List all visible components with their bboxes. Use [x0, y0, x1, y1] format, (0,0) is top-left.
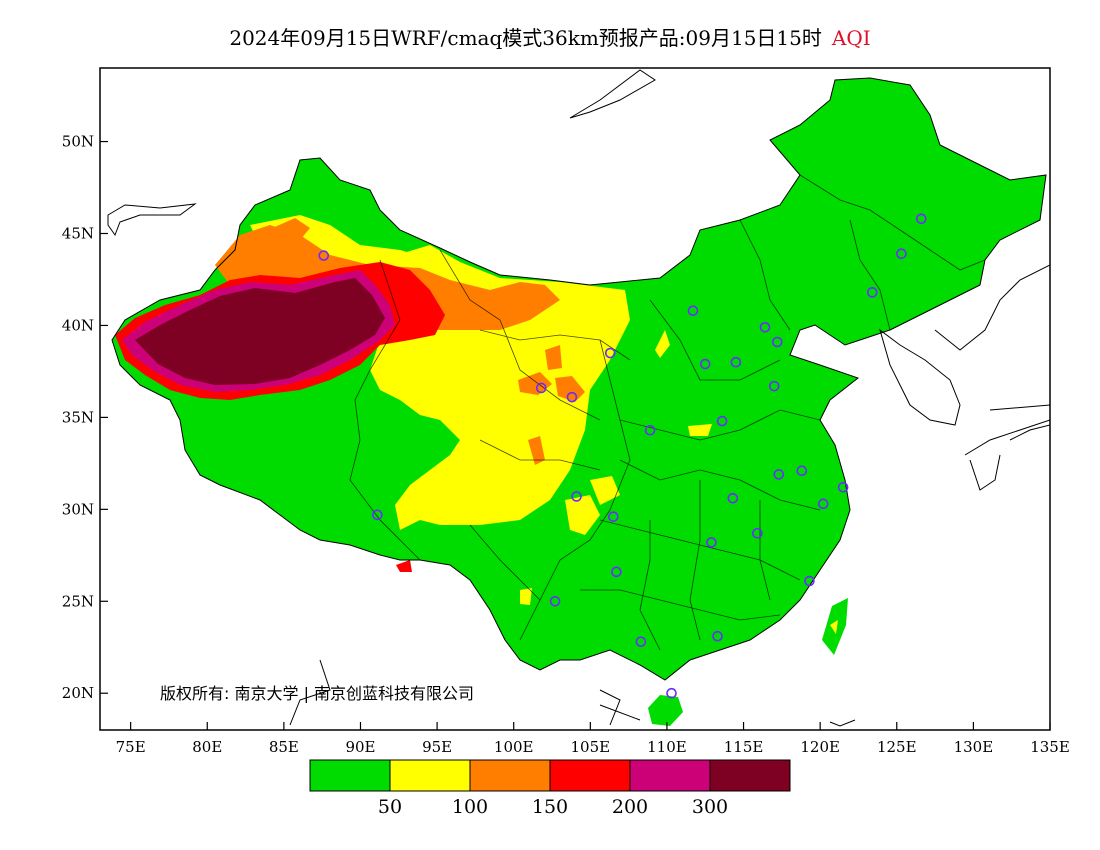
station-markers — [318, 213, 927, 699]
region-moderate-henan — [688, 424, 712, 436]
station-marker — [666, 687, 677, 699]
lon-tick-label: 105E — [571, 738, 611, 756]
region-unhealthy-tibet — [396, 560, 412, 572]
region-sensitive-shaanxi — [545, 345, 562, 370]
station-marker — [915, 213, 927, 225]
lon-tick-label: 125E — [877, 738, 917, 756]
lon-tick-label: 100E — [494, 738, 534, 756]
station-marker — [712, 630, 723, 642]
neighbor-coastlines — [107, 69, 1050, 727]
colorbar-label: 150 — [532, 796, 568, 818]
station-marker — [804, 575, 815, 587]
region-sensitive-ningxia — [555, 376, 585, 402]
colorbar-segment — [629, 759, 711, 792]
colorbar-segment — [309, 759, 391, 792]
station-marker — [535, 382, 547, 394]
region-moderate-yunnan — [520, 588, 532, 605]
station-marker — [571, 491, 582, 502]
station-marker — [687, 305, 699, 317]
station-marker — [768, 380, 780, 392]
colorbar-label: 100 — [452, 796, 488, 818]
station-marker — [706, 537, 717, 548]
station-marker — [752, 527, 763, 539]
station-marker — [699, 358, 711, 370]
hainan-island — [648, 695, 683, 726]
station-marker — [866, 287, 878, 298]
station-marker — [716, 415, 728, 427]
province-boundaries — [349, 174, 986, 651]
lat-tick-label: 25N — [62, 592, 94, 610]
station-marker — [773, 469, 785, 480]
map-frame — [99, 67, 1051, 731]
colorbar-segment — [469, 759, 551, 792]
region-moderate-sichuan — [565, 495, 600, 535]
lon-tick-label: 130E — [954, 738, 994, 756]
colorbar-segment — [389, 759, 471, 792]
station-marker — [771, 336, 783, 348]
lat-tick-label: 30N — [62, 500, 94, 518]
aqi-colorbar: 50 100 150 200 300 — [309, 759, 791, 818]
lat-tick-label: 40N — [62, 316, 94, 334]
title-main: 2024年09月15日WRF/cmaq模式36km预报产品:09月15日15时 — [229, 26, 822, 50]
station-marker — [611, 566, 622, 578]
station-marker — [635, 636, 647, 648]
station-marker — [318, 250, 330, 261]
region-moderate-taiwan — [830, 620, 838, 634]
lon-tick-label: 80E — [192, 738, 222, 756]
lat-tick-label: 35N — [62, 408, 94, 426]
station-marker — [549, 595, 561, 607]
colorbar-segment — [709, 759, 791, 792]
colorbar-label: 300 — [692, 796, 728, 818]
colorbar-label: 50 — [378, 796, 402, 818]
station-marker — [759, 321, 771, 333]
lon-tick-label: 75E — [116, 738, 146, 756]
region-moderate-chongqing — [590, 476, 620, 505]
region-sensitive-xinjiang-n — [268, 218, 310, 242]
lon-tick-label: 135E — [1030, 738, 1070, 756]
station-marker — [727, 492, 739, 504]
region-moderate-shanxi — [655, 330, 670, 358]
lon-tick-label: 90E — [345, 738, 375, 756]
station-marker — [608, 511, 619, 522]
lon-tick-label: 95E — [422, 738, 452, 756]
copyright-notice: 版权所有: 南京大学 | 南京创蓝科技有限公司 — [160, 684, 475, 703]
lon-tick-label: 120E — [800, 738, 840, 756]
station-marker — [896, 248, 907, 260]
china-border — [111, 77, 1047, 681]
latitude-axis: 50N 45N 40N 35N 30N 25N 20N — [62, 133, 108, 702]
map-area — [107, 69, 1050, 727]
colorbar-label: 200 — [612, 796, 648, 818]
colorbar-segment — [549, 759, 631, 792]
station-marker — [644, 424, 656, 436]
station-marker — [372, 509, 383, 521]
station-marker — [817, 498, 829, 510]
lon-tick-label: 115E — [724, 738, 764, 756]
lat-tick-label: 20N — [62, 684, 94, 702]
station-marker — [796, 465, 808, 477]
station-marker — [566, 391, 578, 403]
lon-tick-label: 85E — [269, 738, 299, 756]
lon-tick-label: 110E — [647, 738, 687, 756]
map-title: 2024年09月15日WRF/cmaq模式36km预报产品:09月15日15时 A… — [0, 22, 1100, 51]
title-variable: AQI — [831, 26, 871, 50]
longitude-axis: 75E 80E 85E 90E 95E 100E 105E 110E 115E 120E 125E 1… — [116, 722, 1070, 756]
station-marker — [604, 347, 616, 359]
region-sensitive-sichuan — [528, 436, 545, 465]
lat-tick-label: 50N — [62, 133, 94, 151]
station-marker — [837, 481, 849, 493]
region-sensitive-gansu — [518, 372, 552, 395]
region-hazardous — [135, 278, 385, 385]
lat-tick-label: 45N — [62, 225, 94, 243]
station-marker — [730, 356, 742, 368]
